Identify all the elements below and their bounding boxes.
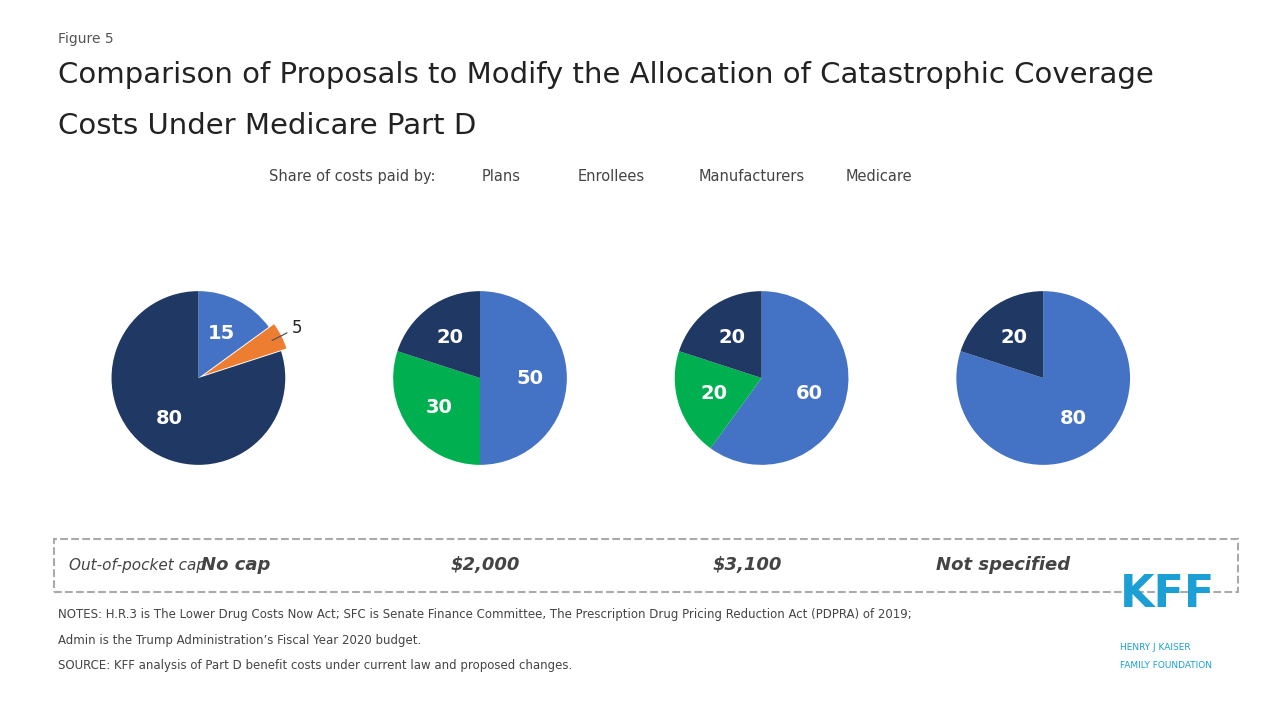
Wedge shape (675, 351, 762, 449)
Wedge shape (198, 291, 269, 378)
Text: KFF: KFF (1120, 572, 1215, 616)
Text: Plans: Plans (481, 169, 520, 184)
Text: Enrollees: Enrollees (577, 169, 644, 184)
Text: Figure 5: Figure 5 (58, 32, 113, 46)
Text: SOURCE: KFF analysis of Part D benefit costs under current law and proposed chan: SOURCE: KFF analysis of Part D benefit c… (58, 659, 572, 672)
Text: 20: 20 (718, 328, 745, 347)
Text: 20: 20 (1000, 328, 1027, 347)
Text: Not specified: Not specified (937, 556, 1070, 575)
Wedge shape (480, 291, 567, 465)
Text: 20: 20 (436, 328, 463, 347)
Text: 60: 60 (796, 384, 823, 403)
Wedge shape (678, 291, 762, 378)
Wedge shape (710, 291, 849, 465)
Text: Admin in 2024: Admin in 2024 (984, 210, 1102, 224)
Text: Admin is the Trump Administration’s Fiscal Year 2020 budget.: Admin is the Trump Administration’s Fisc… (58, 634, 421, 647)
Text: Comparison of Proposals to Modify the Allocation of Catastrophic Coverage: Comparison of Proposals to Modify the Al… (58, 61, 1153, 89)
Text: Medicare: Medicare (846, 169, 913, 184)
Wedge shape (397, 291, 480, 378)
Text: H.R.3 in 2022: H.R.3 in 2022 (426, 210, 534, 224)
Text: No cap: No cap (201, 556, 270, 575)
Text: Out-of-pocket cap: Out-of-pocket cap (69, 558, 206, 572)
Text: 5: 5 (273, 318, 302, 341)
Wedge shape (956, 291, 1130, 465)
Text: Current law in 2020: Current law in 2020 (119, 210, 278, 224)
Wedge shape (960, 291, 1043, 378)
Text: 80: 80 (1060, 409, 1087, 428)
Text: 20: 20 (700, 384, 727, 403)
Text: SFC in 2024: SFC in 2024 (714, 210, 809, 224)
Text: 30: 30 (426, 398, 453, 417)
Text: Share of costs paid by:: Share of costs paid by: (269, 169, 435, 184)
Text: 50: 50 (517, 369, 544, 387)
Text: Costs Under Medicare Part D: Costs Under Medicare Part D (58, 112, 476, 140)
Wedge shape (393, 351, 480, 465)
Wedge shape (111, 291, 285, 465)
Text: FAMILY FOUNDATION: FAMILY FOUNDATION (1120, 661, 1212, 670)
Text: 15: 15 (207, 323, 236, 343)
Text: $3,100: $3,100 (713, 556, 782, 575)
Text: $2,000: $2,000 (451, 556, 521, 575)
Wedge shape (204, 324, 287, 375)
Text: HENRY J KAISER: HENRY J KAISER (1120, 642, 1190, 652)
Text: 80: 80 (155, 409, 182, 428)
Text: NOTES: H.R.3 is The Lower Drug Costs Now Act; SFC is Senate Finance Committee, T: NOTES: H.R.3 is The Lower Drug Costs Now… (58, 608, 911, 621)
Text: Manufacturers: Manufacturers (699, 169, 805, 184)
